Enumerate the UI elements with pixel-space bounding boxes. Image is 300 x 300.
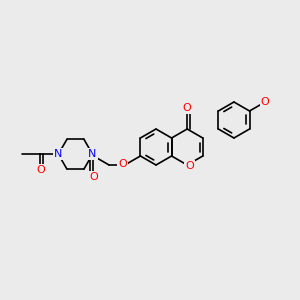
Text: N: N <box>54 149 62 159</box>
Text: O: O <box>183 103 192 113</box>
Text: O: O <box>118 159 127 170</box>
Text: O: O <box>261 97 269 107</box>
Text: O: O <box>36 165 45 176</box>
Text: O: O <box>89 172 98 182</box>
Text: O: O <box>185 161 194 171</box>
Text: N: N <box>88 149 97 159</box>
